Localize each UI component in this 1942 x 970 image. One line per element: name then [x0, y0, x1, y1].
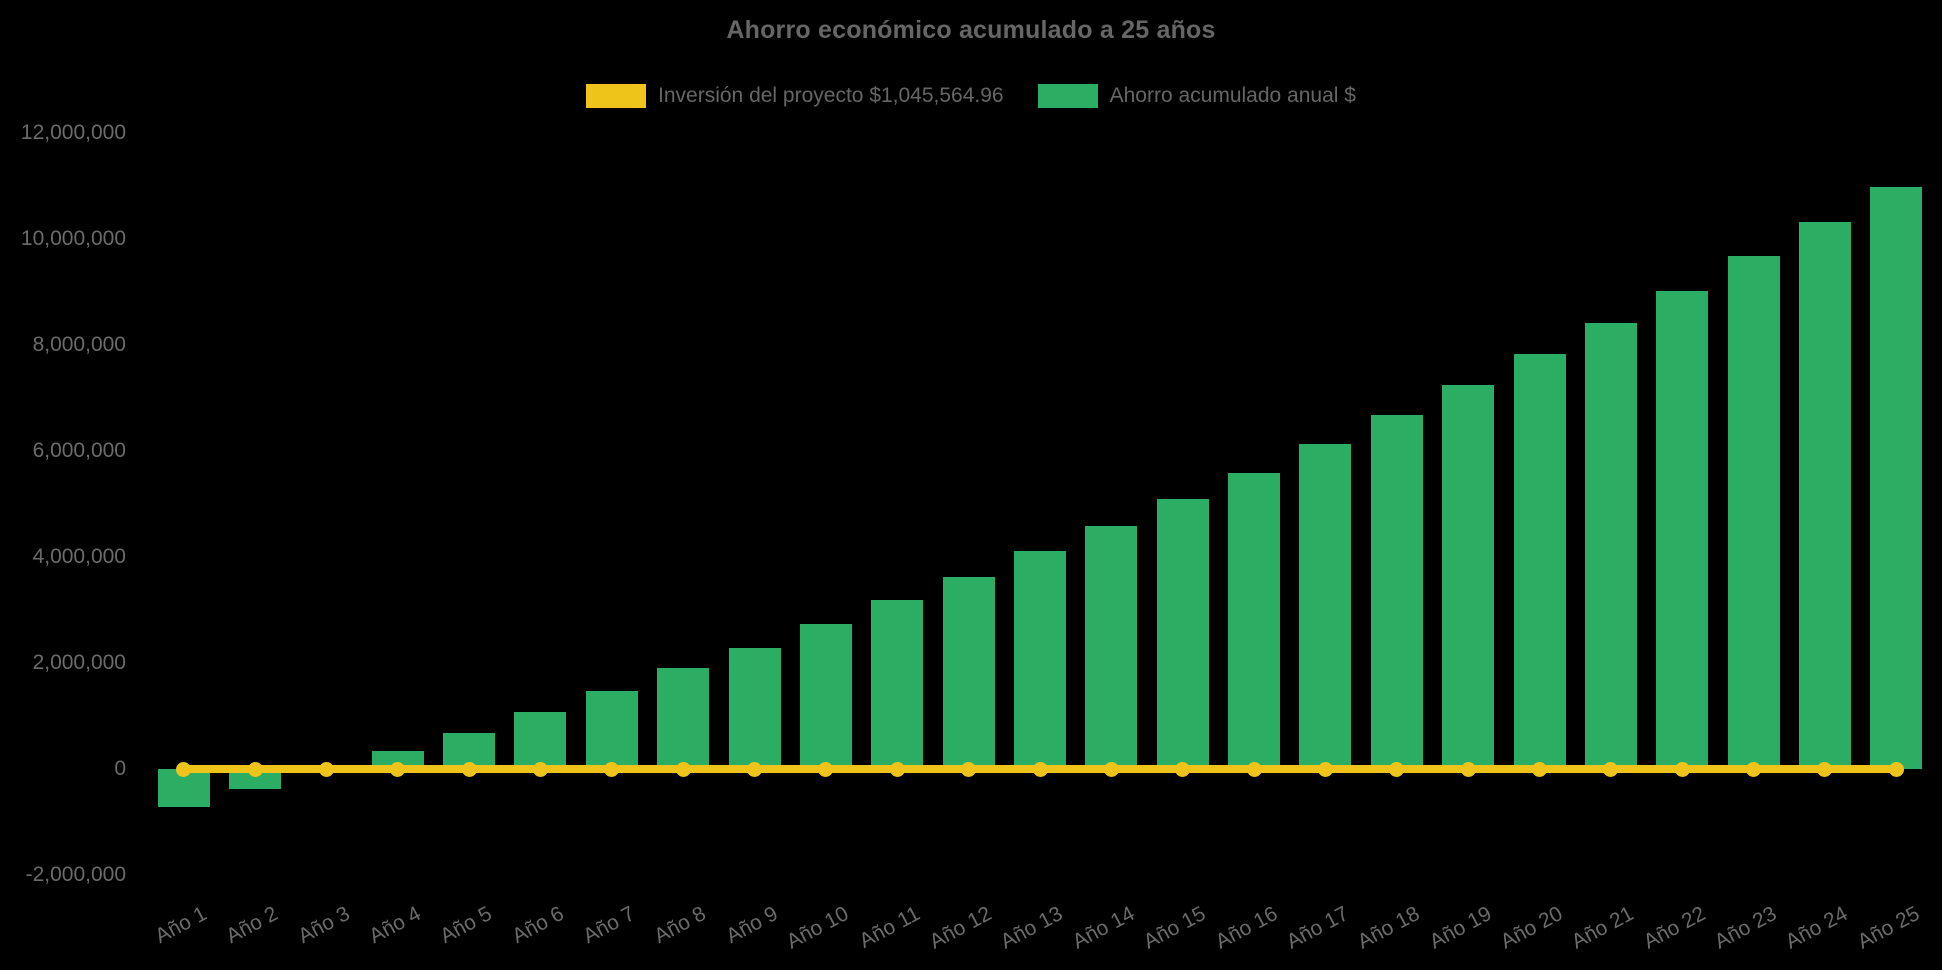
- investment-point-año-12[interactable]: [961, 761, 977, 777]
- bar-año-21[interactable]: [1584, 323, 1637, 769]
- investment-point-año-18[interactable]: [1389, 761, 1405, 777]
- investment-point-año-6[interactable]: [532, 761, 548, 777]
- x-axis-tick-label: Año 12: [925, 902, 996, 954]
- bar-año-12[interactable]: [942, 576, 995, 769]
- bar-año-16[interactable]: [1228, 472, 1281, 769]
- y-axis-tick-label: 6,000,000: [32, 439, 126, 462]
- investment-point-año-16[interactable]: [1246, 761, 1262, 777]
- bar-año-20[interactable]: [1513, 354, 1566, 769]
- bar-año-11[interactable]: [871, 599, 924, 769]
- x-axis-tick-label: Año 25: [1853, 902, 1924, 954]
- bar-año-8[interactable]: [657, 668, 710, 769]
- investment-point-año-25[interactable]: [1888, 761, 1904, 777]
- x-axis-tick-label: Año 19: [1425, 902, 1495, 954]
- bar-año-10[interactable]: [799, 623, 852, 769]
- bar-año-15[interactable]: [1156, 498, 1209, 769]
- x-axis-tick-label: Año 24: [1782, 902, 1852, 954]
- y-axis-tick-label: 10,000,000: [20, 227, 126, 250]
- bar-año-4[interactable]: [371, 750, 424, 769]
- bar-año-18[interactable]: [1370, 414, 1423, 769]
- investment-point-año-5[interactable]: [461, 761, 477, 777]
- x-axis-tick-label: Año 20: [1496, 902, 1567, 954]
- investment-point-año-22[interactable]: [1674, 761, 1690, 777]
- x-axis-tick-label: Año 3: [293, 902, 354, 949]
- x-axis-tick-label: Año 13: [997, 902, 1067, 954]
- investment-point-año-23[interactable]: [1746, 761, 1762, 777]
- investment-point-año-10[interactable]: [818, 761, 834, 777]
- x-axis-tick-label: Año 10: [783, 902, 853, 954]
- investment-point-año-13[interactable]: [1032, 761, 1048, 777]
- x-axis-tick-label: Año 4: [365, 902, 425, 949]
- investment-point-año-19[interactable]: [1460, 761, 1476, 777]
- x-axis-tick-label: Año 22: [1639, 902, 1710, 954]
- investment-swatch: [586, 84, 647, 108]
- investment-point-año-14[interactable]: [1103, 761, 1119, 777]
- x-axis-tick-label: Año 9: [722, 902, 782, 949]
- y-axis-tick-label: 12,000,000: [20, 121, 126, 144]
- investment-point-año-8[interactable]: [675, 761, 691, 777]
- legend-item-investment[interactable]: Inversión del proyecto $1,045,564.96: [586, 84, 1004, 108]
- x-axis-tick-label: Año 23: [1710, 902, 1781, 954]
- x-axis-tick-label: Año 5: [436, 902, 496, 949]
- bar-año-19[interactable]: [1442, 385, 1495, 769]
- investment-point-año-17[interactable]: [1317, 761, 1333, 777]
- investment-point-año-11[interactable]: [889, 761, 905, 777]
- bar-año-25[interactable]: [1870, 187, 1923, 769]
- bar-año-23[interactable]: [1727, 255, 1780, 769]
- x-axis-tick-label: Año 8: [650, 902, 711, 949]
- y-axis-tick-label: 2,000,000: [32, 651, 126, 674]
- x-axis-tick-label: Año 2: [222, 902, 282, 949]
- investment-point-año-2[interactable]: [247, 761, 263, 777]
- investment-point-año-1[interactable]: [176, 761, 192, 777]
- x-axis-tick-label: Año 6: [508, 902, 568, 949]
- bar-año-14[interactable]: [1085, 525, 1138, 769]
- legend: Inversión del proyecto $1,045,564.96 Aho…: [0, 84, 1942, 108]
- x-axis-tick-label: Año 7: [579, 902, 639, 949]
- y-axis-tick-label: 4,000,000: [32, 545, 126, 568]
- bar-año-2[interactable]: [229, 769, 282, 790]
- bar-año-24[interactable]: [1798, 222, 1851, 769]
- savings-legend-label: Ahorro acumulado anual $: [1109, 84, 1356, 107]
- x-axis-tick-label: Año 21: [1568, 902, 1638, 954]
- bar-año-22[interactable]: [1656, 290, 1709, 769]
- investment-point-año-3[interactable]: [318, 761, 334, 777]
- investment-point-año-9[interactable]: [747, 761, 763, 777]
- bar-año-17[interactable]: [1299, 444, 1352, 769]
- investment-point-año-7[interactable]: [604, 761, 620, 777]
- investment-point-año-15[interactable]: [1175, 761, 1191, 777]
- x-axis-tick-label: Año 18: [1354, 902, 1424, 954]
- investment-point-año-24[interactable]: [1817, 761, 1833, 777]
- y-axis-tick-label: 8,000,000: [32, 333, 126, 356]
- investment-point-año-21[interactable]: [1603, 761, 1619, 777]
- y-axis-tick-label: -2,000,000: [25, 863, 126, 886]
- x-axis-tick-label: Año 1: [151, 902, 211, 949]
- x-axis-tick-label: Año 17: [1282, 902, 1353, 954]
- y-axis-tick-label: 0: [114, 757, 126, 780]
- bar-año-9[interactable]: [728, 647, 781, 769]
- investment-point-año-20[interactable]: [1532, 761, 1548, 777]
- chart-title: Ahorro económico acumulado a 25 años: [726, 16, 1216, 44]
- bar-año-7[interactable]: [585, 691, 638, 769]
- investment-legend-label: Inversión del proyecto $1,045,564.96: [658, 84, 1004, 107]
- legend-item-savings[interactable]: Ahorro acumulado anual $: [1037, 84, 1356, 108]
- x-axis-tick-label: Año 16: [1211, 902, 1281, 954]
- savings-swatch: [1037, 84, 1098, 108]
- investment-point-año-4[interactable]: [390, 761, 406, 777]
- bar-año-13[interactable]: [1014, 550, 1066, 769]
- x-axis-tick-label: Año 14: [1068, 902, 1139, 954]
- bar-año-6[interactable]: [514, 712, 567, 769]
- x-axis-tick-label: Año 15: [1139, 902, 1210, 954]
- x-axis-tick-label: Año 11: [855, 902, 925, 953]
